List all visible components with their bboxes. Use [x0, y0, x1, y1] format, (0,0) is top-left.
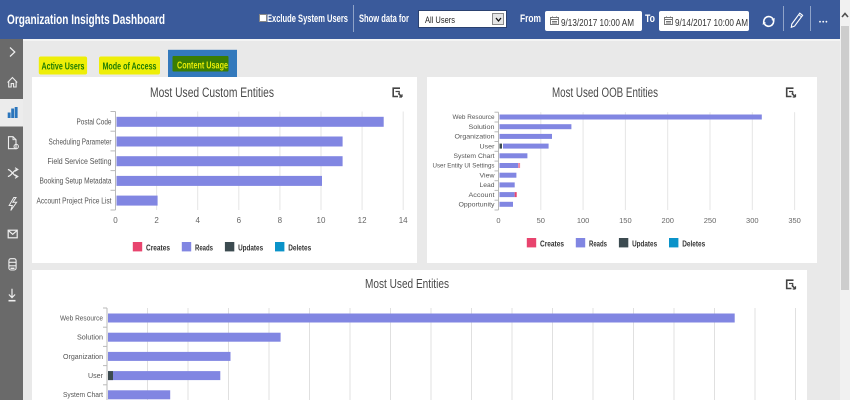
svg-text:Updates: Updates — [238, 242, 263, 252]
svg-text:From: From — [520, 13, 541, 25]
svg-text:0: 0 — [113, 216, 118, 225]
svg-text:Mode of Access: Mode of Access — [103, 61, 157, 72]
svg-text:9/14/2017 10:00 AM: 9/14/2017 10:00 AM — [675, 18, 748, 28]
svg-text:Content Usage: Content Usage — [177, 60, 228, 71]
svg-text:Solution: Solution — [77, 335, 103, 342]
svg-text:10: 10 — [317, 216, 326, 225]
svg-text:Account: Account — [469, 192, 495, 199]
svg-text:Exclude System Users: Exclude System Users — [267, 13, 348, 25]
svg-text:150: 150 — [619, 216, 632, 225]
svg-text:Opportunity: Opportunity — [459, 202, 496, 209]
svg-text:14: 14 — [399, 216, 408, 225]
svg-text:Web Resource: Web Resource — [453, 114, 495, 121]
svg-text:Deletes: Deletes — [682, 238, 705, 248]
svg-text:12: 12 — [358, 216, 367, 225]
svg-text:50: 50 — [537, 216, 545, 225]
svg-text:To: To — [645, 13, 655, 25]
svg-text:User Entity UI Settings: User Entity UI Settings — [433, 163, 496, 170]
svg-text:100: 100 — [577, 216, 590, 225]
svg-text:Postal Code: Postal Code — [77, 118, 112, 127]
svg-text:Web Resource: Web Resource — [60, 315, 103, 322]
svg-text:Show data for: Show data for — [359, 13, 409, 25]
svg-text:0: 0 — [496, 216, 500, 225]
svg-text:Scheduling Parameter: Scheduling Parameter — [49, 137, 112, 146]
svg-text:System Chart: System Chart — [63, 392, 103, 399]
svg-text:2: 2 — [154, 216, 159, 225]
svg-text:350: 350 — [788, 216, 801, 225]
svg-text:System Chart: System Chart — [454, 153, 495, 160]
svg-text:Organization Insights Dashboar: Organization Insights Dashboard — [7, 11, 165, 27]
svg-text:Account Project Price List: Account Project Price List — [37, 196, 113, 205]
svg-text:Updates: Updates — [632, 238, 657, 248]
svg-text:View: View — [480, 172, 495, 179]
svg-text:User: User — [480, 143, 496, 150]
svg-text:Most Used Entities: Most Used Entities — [365, 277, 449, 291]
svg-text:Solution: Solution — [469, 124, 495, 131]
svg-text:Reads: Reads — [589, 238, 607, 248]
svg-text:6: 6 — [237, 216, 242, 225]
svg-text:4: 4 — [195, 216, 200, 225]
svg-text:250: 250 — [704, 216, 717, 225]
svg-text:Booking Setup Metadata: Booking Setup Metadata — [40, 177, 112, 186]
svg-text:9/13/2017 10:00 AM: 9/13/2017 10:00 AM — [561, 18, 634, 28]
svg-text:Creates: Creates — [540, 238, 564, 248]
svg-text:8: 8 — [278, 216, 283, 225]
svg-text:200: 200 — [661, 216, 674, 225]
svg-text:300: 300 — [746, 216, 759, 225]
svg-text:Organization: Organization — [63, 354, 103, 361]
svg-text:Most Used OOB Entities: Most Used OOB Entities — [552, 85, 658, 100]
svg-text:Lead: Lead — [480, 182, 495, 189]
svg-text:Reads: Reads — [195, 242, 213, 252]
svg-text:Organization: Organization — [455, 134, 495, 141]
svg-text:Most Used Custom Entities: Most Used Custom Entities — [150, 85, 274, 100]
svg-text:Field Service Setting: Field Service Setting — [48, 157, 112, 166]
svg-text:User: User — [88, 373, 104, 380]
svg-text:All Users: All Users — [425, 15, 455, 26]
svg-text:Deletes: Deletes — [288, 242, 311, 252]
svg-text:Creates: Creates — [146, 242, 170, 252]
svg-text:Active Users: Active Users — [42, 61, 85, 72]
